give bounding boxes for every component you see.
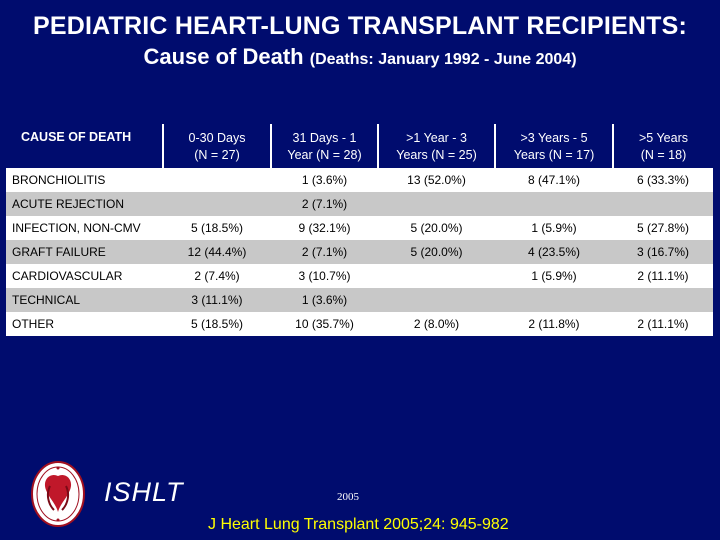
cell-value: 9 (32.1%) xyxy=(271,216,378,240)
cell-value: 5 (18.5%) xyxy=(163,216,271,240)
cell-value: 5 (20.0%) xyxy=(378,216,495,240)
table-header-row: CAUSE OF DEATH 0-30 Days (N = 27) 31 Days… xyxy=(6,124,713,168)
table-row: CARDIOVASCULAR 2 (7.4%) 3 (10.7%) 1 (5.9… xyxy=(6,264,713,288)
cell-value: 10 (35.7%) xyxy=(271,312,378,336)
cell-value xyxy=(378,192,495,216)
cell-value: 1 (3.6%) xyxy=(271,168,378,192)
cell-value: 3 (16.7%) xyxy=(613,240,713,264)
cell-value: 2 (7.1%) xyxy=(271,240,378,264)
subtitle-date-range: (Deaths: January 1992 - June 2004) xyxy=(309,51,577,68)
header-31-days-1-year: 31 Days - 1 Year (N = 28) xyxy=(270,124,378,168)
header-3-5-years: >3 Years - 5 Years (N = 17) xyxy=(494,124,613,168)
subtitle-main: Cause of Death xyxy=(143,44,304,69)
row-cause: BRONCHIOLITIS xyxy=(6,168,163,192)
header-0-30-days: 0-30 Days (N = 27) xyxy=(162,124,271,168)
cell-value xyxy=(163,168,271,192)
row-cause: CARDIOVASCULAR xyxy=(6,264,163,288)
ishlt-wordmark: ISHLT xyxy=(104,477,184,507)
cell-value: 12 (44.4%) xyxy=(163,240,271,264)
row-cause: INFECTION, NON-CMV xyxy=(6,216,163,240)
cell-value: 2 (11.1%) xyxy=(613,312,713,336)
cell-value: 3 (11.1%) xyxy=(163,288,271,312)
year-label: 2005 xyxy=(337,491,359,503)
cell-value: 2 (11.1%) xyxy=(613,264,713,288)
table-row: GRAFT FAILURE 12 (44.4%) 2 (7.1%) 5 (20.… xyxy=(6,240,713,264)
table-row: INFECTION, NON-CMV 5 (18.5%) 9 (32.1%) 5… xyxy=(6,216,713,240)
cell-value xyxy=(495,192,613,216)
cell-value xyxy=(495,288,613,312)
cause-of-death-table: CAUSE OF DEATH 0-30 Days (N = 27) 31 Days… xyxy=(6,124,713,336)
table-row: TECHNICAL 3 (11.1%) 1 (3.6%) xyxy=(6,288,713,312)
cell-value xyxy=(378,288,495,312)
row-cause: GRAFT FAILURE xyxy=(6,240,163,264)
cell-value: 2 (11.8%) xyxy=(495,312,613,336)
cell-value: 1 (5.9%) xyxy=(495,264,613,288)
header-over-5-years: >5 Years (N = 18) xyxy=(612,124,713,168)
cell-value xyxy=(613,192,713,216)
citation: J Heart Lung Transplant 2005;24: 945-982 xyxy=(208,516,509,533)
cell-value xyxy=(378,264,495,288)
cell-value: 2 (8.0%) xyxy=(378,312,495,336)
cell-value: 2 (7.4%) xyxy=(163,264,271,288)
cell-value: 3 (10.7%) xyxy=(271,264,378,288)
ishlt-seal-logo xyxy=(30,460,86,528)
table-row: BRONCHIOLITIS 1 (3.6%) 13 (52.0%) 8 (47.… xyxy=(6,168,713,192)
cell-value: 4 (23.5%) xyxy=(495,240,613,264)
cell-value: 5 (27.8%) xyxy=(613,216,713,240)
cell-value: 5 (18.5%) xyxy=(163,312,271,336)
cell-value: 13 (52.0%) xyxy=(378,168,495,192)
table-row: OTHER 5 (18.5%) 10 (35.7%) 2 (8.0%) 2 (1… xyxy=(6,312,713,336)
header-1-3-years: >1 Year - 3 Years (N = 25) xyxy=(377,124,495,168)
cell-value: 6 (33.3%) xyxy=(613,168,713,192)
cell-value: 2 (7.1%) xyxy=(271,192,378,216)
header-cause: CAUSE OF DEATH xyxy=(6,124,163,168)
cell-value: 5 (20.0%) xyxy=(378,240,495,264)
table-row: ACUTE REJECTION 2 (7.1%) xyxy=(6,192,713,216)
cell-value xyxy=(163,192,271,216)
page-title: PEDIATRIC HEART-LUNG TRANSPLANT RECIPIEN… xyxy=(33,12,687,40)
row-cause: OTHER xyxy=(6,312,163,336)
cell-value xyxy=(613,288,713,312)
row-cause: TECHNICAL xyxy=(6,288,163,312)
page-subtitle: Cause of Death (Deaths: January 1992 - J… xyxy=(0,44,720,70)
row-cause: ACUTE REJECTION xyxy=(6,192,163,216)
cell-value: 1 (3.6%) xyxy=(271,288,378,312)
cell-value: 8 (47.1%) xyxy=(495,168,613,192)
cell-value: 1 (5.9%) xyxy=(495,216,613,240)
